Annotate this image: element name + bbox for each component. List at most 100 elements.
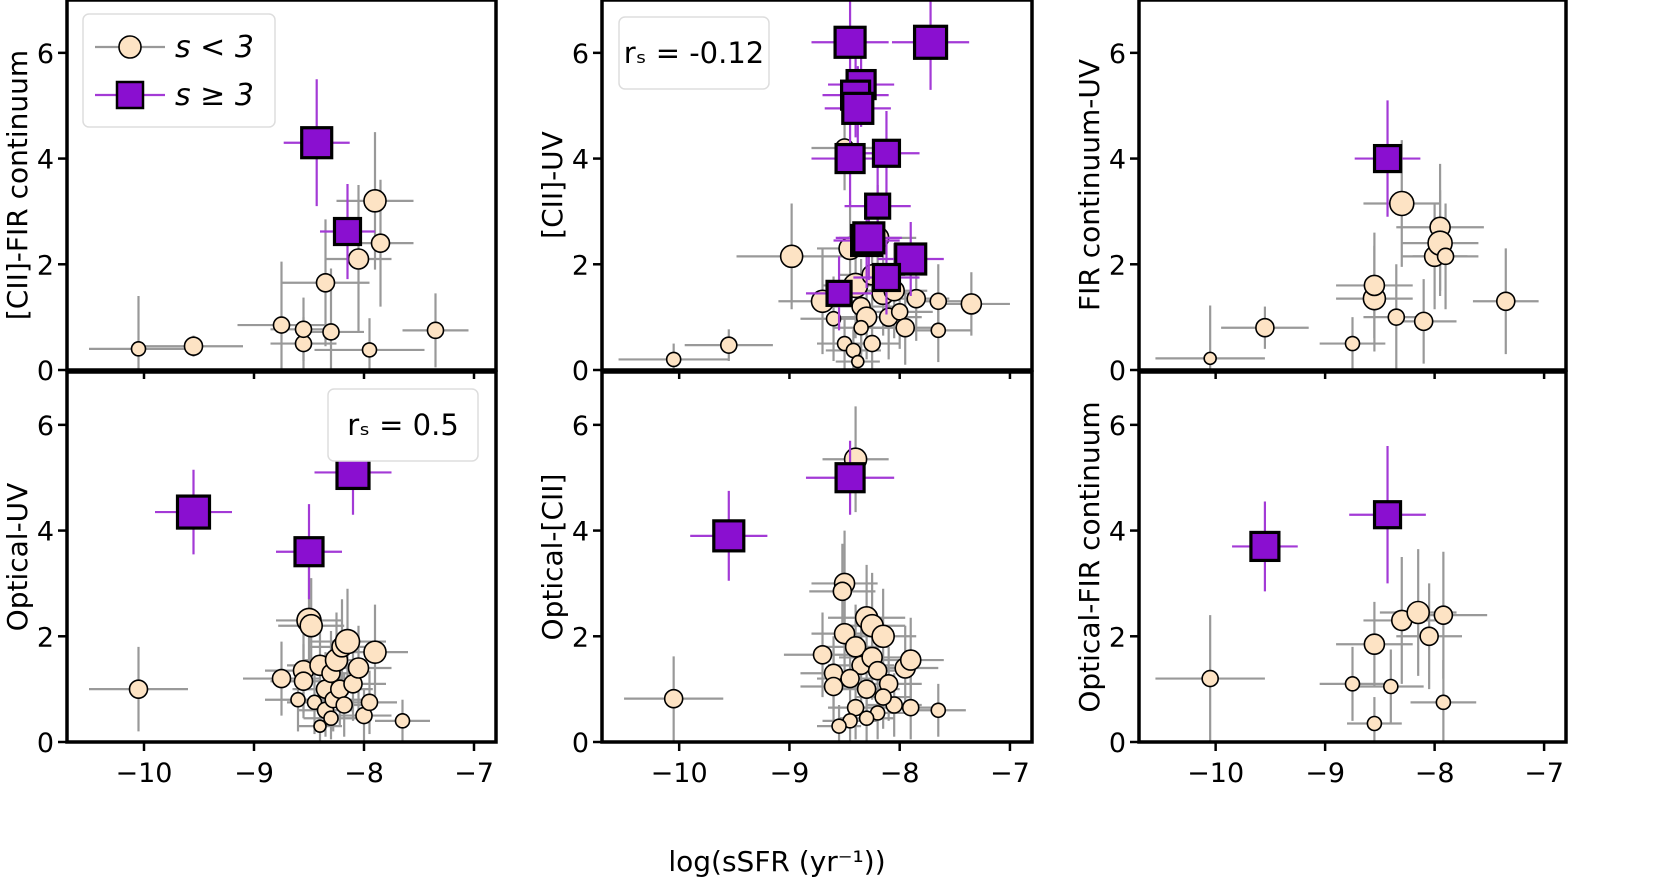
data-point-square	[300, 126, 334, 160]
data-point-circle	[1413, 311, 1434, 332]
y-axis-label: Optical-[CII]	[536, 474, 569, 641]
data-point-circle	[370, 233, 391, 253]
data-point-circle	[867, 660, 888, 681]
data-point-circle	[812, 644, 833, 665]
x-tick-label: −10	[116, 758, 173, 789]
series-s-ge-3	[1232, 446, 1426, 592]
data-point-circle	[360, 693, 379, 712]
x-tick-label: −10	[1187, 758, 1244, 789]
y-tick-label: 2	[37, 250, 54, 281]
data-point-circle	[363, 189, 387, 213]
y-tick-label: 4	[37, 145, 54, 176]
y-tick-label: 6	[37, 39, 54, 70]
legend-label: s < 3	[175, 30, 254, 65]
data-point-square	[841, 91, 875, 125]
data-point-circle	[930, 322, 947, 339]
y-tick-label: 0	[37, 728, 54, 759]
data-point-circle	[1201, 669, 1219, 688]
data-point-circle	[930, 702, 947, 719]
y-tick-label: 4	[572, 517, 589, 548]
y-tick-label: 6	[1109, 39, 1126, 70]
series-s-lt-3	[1155, 549, 1488, 742]
y-tick-label: 2	[37, 622, 54, 653]
y-tick-label: 4	[1109, 145, 1126, 176]
y-tick-label: 6	[37, 411, 54, 442]
data-point-circle	[313, 719, 327, 733]
data-point-circle	[1388, 190, 1415, 217]
legend-circle-icon	[118, 35, 142, 59]
data-point-square	[834, 462, 866, 494]
data-point-circle	[294, 320, 313, 339]
data-point-circle	[1436, 247, 1455, 266]
data-point-circle	[290, 691, 306, 708]
data-point-square	[833, 25, 867, 59]
axes-frame	[1137, 370, 1568, 744]
y-tick-label: 6	[1109, 411, 1126, 442]
x-tick-label: −8	[1415, 758, 1455, 789]
data-point-circle	[1344, 335, 1361, 352]
data-point-circle	[322, 323, 340, 341]
data-point-square	[864, 192, 892, 220]
y-tick-label: 4	[1109, 517, 1126, 548]
x-tick-label: −7	[990, 758, 1030, 789]
data-point-circle	[130, 341, 147, 357]
data-point-circle	[663, 688, 684, 709]
data-point-circle	[899, 649, 922, 671]
x-tick-label: −8	[880, 758, 920, 789]
data-point-square	[852, 221, 886, 255]
legend-square-icon	[115, 80, 145, 110]
data-point-circle	[825, 310, 842, 327]
axes-frame	[600, 0, 1034, 372]
y-tick-label: 0	[572, 356, 589, 387]
spearman-annotation: rₛ = 0.5	[327, 388, 479, 462]
axes-frame	[600, 370, 1034, 744]
series-s-lt-3	[624, 406, 966, 742]
series-s-ge-3	[283, 79, 375, 280]
x-tick-label: −8	[344, 758, 384, 789]
x-tick-label: −9	[1305, 758, 1345, 789]
data-point-circle	[1366, 715, 1383, 732]
data-point-circle	[128, 679, 149, 699]
data-point-circle	[347, 248, 370, 270]
data-point-circle	[1344, 676, 1361, 692]
data-point-square	[871, 262, 902, 293]
data-point-circle	[863, 334, 881, 353]
data-point-circle	[844, 636, 867, 658]
data-point-circle	[394, 713, 411, 729]
data-point-circle	[1363, 633, 1386, 656]
y-tick-label: 2	[572, 250, 589, 281]
x-tick-label: −9	[234, 758, 274, 789]
annotation-box	[618, 16, 770, 90]
panel-bottom-right: 0 2 4 6 −10 −9 −8 −7 Optical-FIR continuum	[1073, 370, 1568, 789]
series-s-ge-3	[155, 430, 392, 600]
annotation-text: rₛ = -0.12	[624, 36, 765, 70]
data-point-circle	[929, 292, 948, 311]
data-point-square	[912, 24, 949, 60]
y-axis-label: [CII]-FIR continuum	[1, 50, 34, 320]
y-tick-label: 4	[572, 145, 589, 176]
series-s-lt-3	[89, 132, 469, 370]
y-tick-label: 0	[572, 728, 589, 759]
x-tick-label: −10	[651, 758, 708, 789]
data-point-circle	[1387, 308, 1406, 326]
panel-top-middle: 0 2 4 6 [CII]-UV rₛ = -0.12	[536, 0, 1034, 387]
data-point-circle	[272, 316, 291, 334]
data-point-circle	[1435, 694, 1452, 711]
data-point-circle	[840, 668, 860, 689]
data-point-circle	[853, 319, 869, 336]
data-point-circle	[426, 321, 445, 340]
y-tick-label: 6	[572, 411, 589, 442]
data-point-circle	[271, 668, 292, 689]
axes-frame	[65, 0, 498, 372]
y-tick-label: 4	[37, 517, 54, 548]
y-tick-label: 0	[1109, 728, 1126, 759]
data-point-square	[332, 216, 363, 247]
axes-frame	[1137, 0, 1568, 372]
y-tick-label: 0	[37, 356, 54, 387]
data-point-circle	[363, 640, 387, 664]
data-point-circle	[1363, 274, 1386, 297]
data-point-circle	[183, 336, 204, 357]
panel-bottom-left: 0 2 4 6 −10 −9 −8 −7 Optical-UV rₛ = 0.5	[1, 370, 498, 789]
